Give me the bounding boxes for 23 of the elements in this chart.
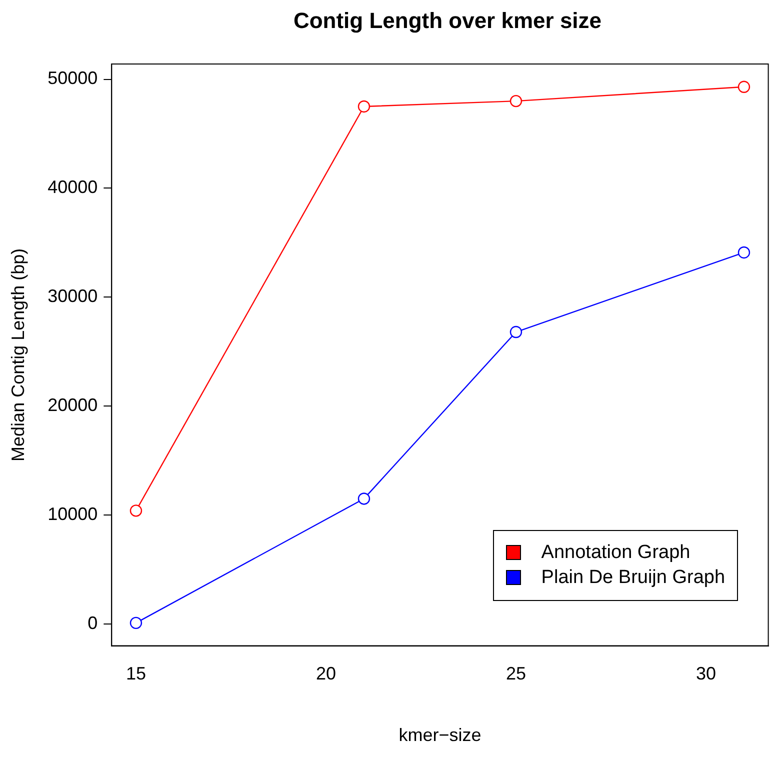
y-tick-label: 40000 — [48, 177, 98, 198]
point — [510, 326, 522, 338]
point — [358, 100, 370, 113]
legend-label: Annotation Graph — [541, 542, 690, 564]
x-tick-label: 20 — [316, 664, 336, 684]
y-tick-label: 50000 — [48, 68, 98, 88]
point — [358, 492, 370, 505]
point — [130, 504, 142, 517]
y-tick-label: 20000 — [48, 395, 98, 416]
y-tick-label: 30000 — [48, 286, 98, 306]
y-tick-label: 0 — [88, 612, 98, 633]
x-axis-title: kmer−size — [398, 725, 482, 746]
y-tick-label: 10000 — [48, 504, 98, 524]
y-axis-title: Median Contig Length (bp) — [8, 248, 28, 462]
legend-label: Plain De Bruijn Graph — [541, 566, 726, 589]
point — [738, 80, 750, 93]
x-tick-label: 15 — [126, 664, 146, 684]
point — [510, 94, 522, 108]
point — [130, 616, 142, 630]
x-tick-label: 30 — [696, 664, 716, 684]
point — [738, 246, 750, 259]
x-tick-label: 25 — [506, 664, 526, 684]
chart-title: Contig Length over kmer size — [292, 8, 603, 34]
